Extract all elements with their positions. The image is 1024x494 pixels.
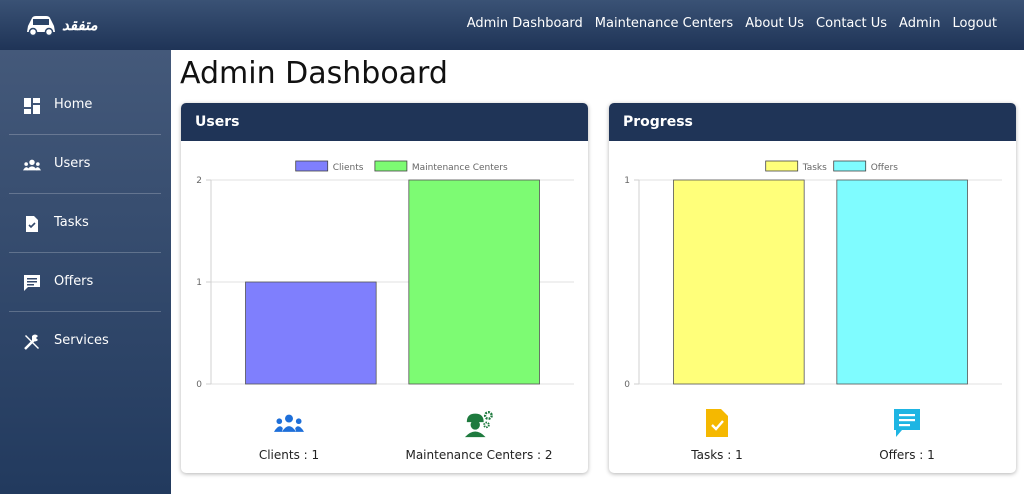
logo[interactable]: متفقد	[24, 12, 104, 40]
y-tick-label: 1	[624, 176, 630, 186]
offers-count: Offers : 1	[879, 448, 935, 462]
page-title: Admin Dashboard	[180, 56, 448, 91]
worker-gears-icon	[464, 411, 493, 438]
nav-logout[interactable]: Logout	[952, 16, 997, 31]
top-navbar: متفقد Admin Dashboard Maintenance Center…	[0, 0, 1024, 50]
legend-swatch	[833, 160, 867, 172]
sidebar-item-home[interactable]: Home	[9, 76, 161, 135]
legend-label: Clients	[333, 163, 364, 173]
legend-label: Maintenance Centers	[412, 163, 508, 173]
legend-label: Offers	[871, 163, 899, 173]
users-card: Users 0 1 2 Clients Maintenance Centers Clie…	[181, 103, 588, 473]
message-icon	[24, 275, 40, 291]
maintenance-centers-count: Maintenance Centers : 2	[405, 448, 553, 462]
progress-bar-chart: 0 1 Tasks Offers	[624, 160, 1002, 390]
tasks-count: Tasks : 1	[691, 448, 743, 462]
sidebar-item-label: Users	[54, 156, 91, 171]
tools-icon	[24, 334, 39, 350]
nav-maintenance-centers[interactable]: Maintenance Centers	[594, 16, 734, 31]
sidebar-item-label: Tasks	[54, 215, 89, 230]
legend-label: Tasks	[802, 163, 827, 173]
nav-about-us[interactable]: About Us	[745, 16, 805, 31]
task-file-icon	[26, 216, 38, 232]
legend-swatch	[374, 160, 408, 172]
sidebar-item-offers[interactable]: Offers	[9, 253, 161, 312]
bar	[408, 179, 540, 385]
clients-stat: Clients : 1	[189, 408, 389, 463]
users-bar-chart: 0 1 2 Clients Maintenance Centers	[196, 160, 574, 390]
sidebar-item-label: Home	[54, 97, 93, 112]
nav-admin-dashboard[interactable]: Admin Dashboard	[466, 16, 583, 31]
sidebar-item-services[interactable]: Services	[9, 312, 161, 370]
y-tick-label: 0	[624, 380, 630, 390]
legend-swatch	[765, 160, 799, 172]
sidebar-item-label: Services	[54, 333, 109, 348]
nav-admin[interactable]: Admin	[899, 16, 941, 31]
sidebar-item-tasks[interactable]: Tasks	[9, 194, 161, 253]
clients-count: Clients : 1	[258, 448, 320, 462]
task-file-icon	[706, 409, 728, 437]
progress-card-title: Progress	[609, 103, 1016, 141]
sidebar-item-users[interactable]: Users	[9, 135, 161, 194]
maintenance-centers-stat: Maintenance Centers : 2	[379, 408, 579, 463]
dashboard-icon	[24, 98, 40, 114]
tasks-stat: Tasks : 1	[617, 408, 817, 463]
y-tick-label: 0	[196, 380, 202, 390]
legend-swatch	[295, 160, 329, 172]
sidebar-item-label: Offers	[54, 274, 94, 289]
y-tick-label: 2	[196, 176, 202, 186]
nav-contact-us[interactable]: Contact Us	[816, 16, 888, 31]
bar	[673, 179, 805, 385]
y-tick-label: 1	[196, 278, 202, 288]
logo-text: متفقد	[62, 16, 98, 34]
users-icon	[274, 414, 304, 432]
bar	[245, 281, 377, 385]
users-card-title: Users	[181, 103, 588, 141]
bar	[836, 179, 968, 385]
users-icon	[23, 159, 41, 171]
sidebar: Home Users Tasks Offers Services	[0, 50, 171, 494]
car-logo-icon	[27, 16, 55, 37]
offers-stat: Offers : 1	[807, 408, 1007, 463]
message-icon	[894, 409, 920, 437]
progress-card: Progress 0 1 Tasks Offers Tasks : 1 Offers …	[609, 103, 1016, 473]
top-nav: Admin Dashboard Maintenance Centers Abou…	[467, 16, 997, 31]
